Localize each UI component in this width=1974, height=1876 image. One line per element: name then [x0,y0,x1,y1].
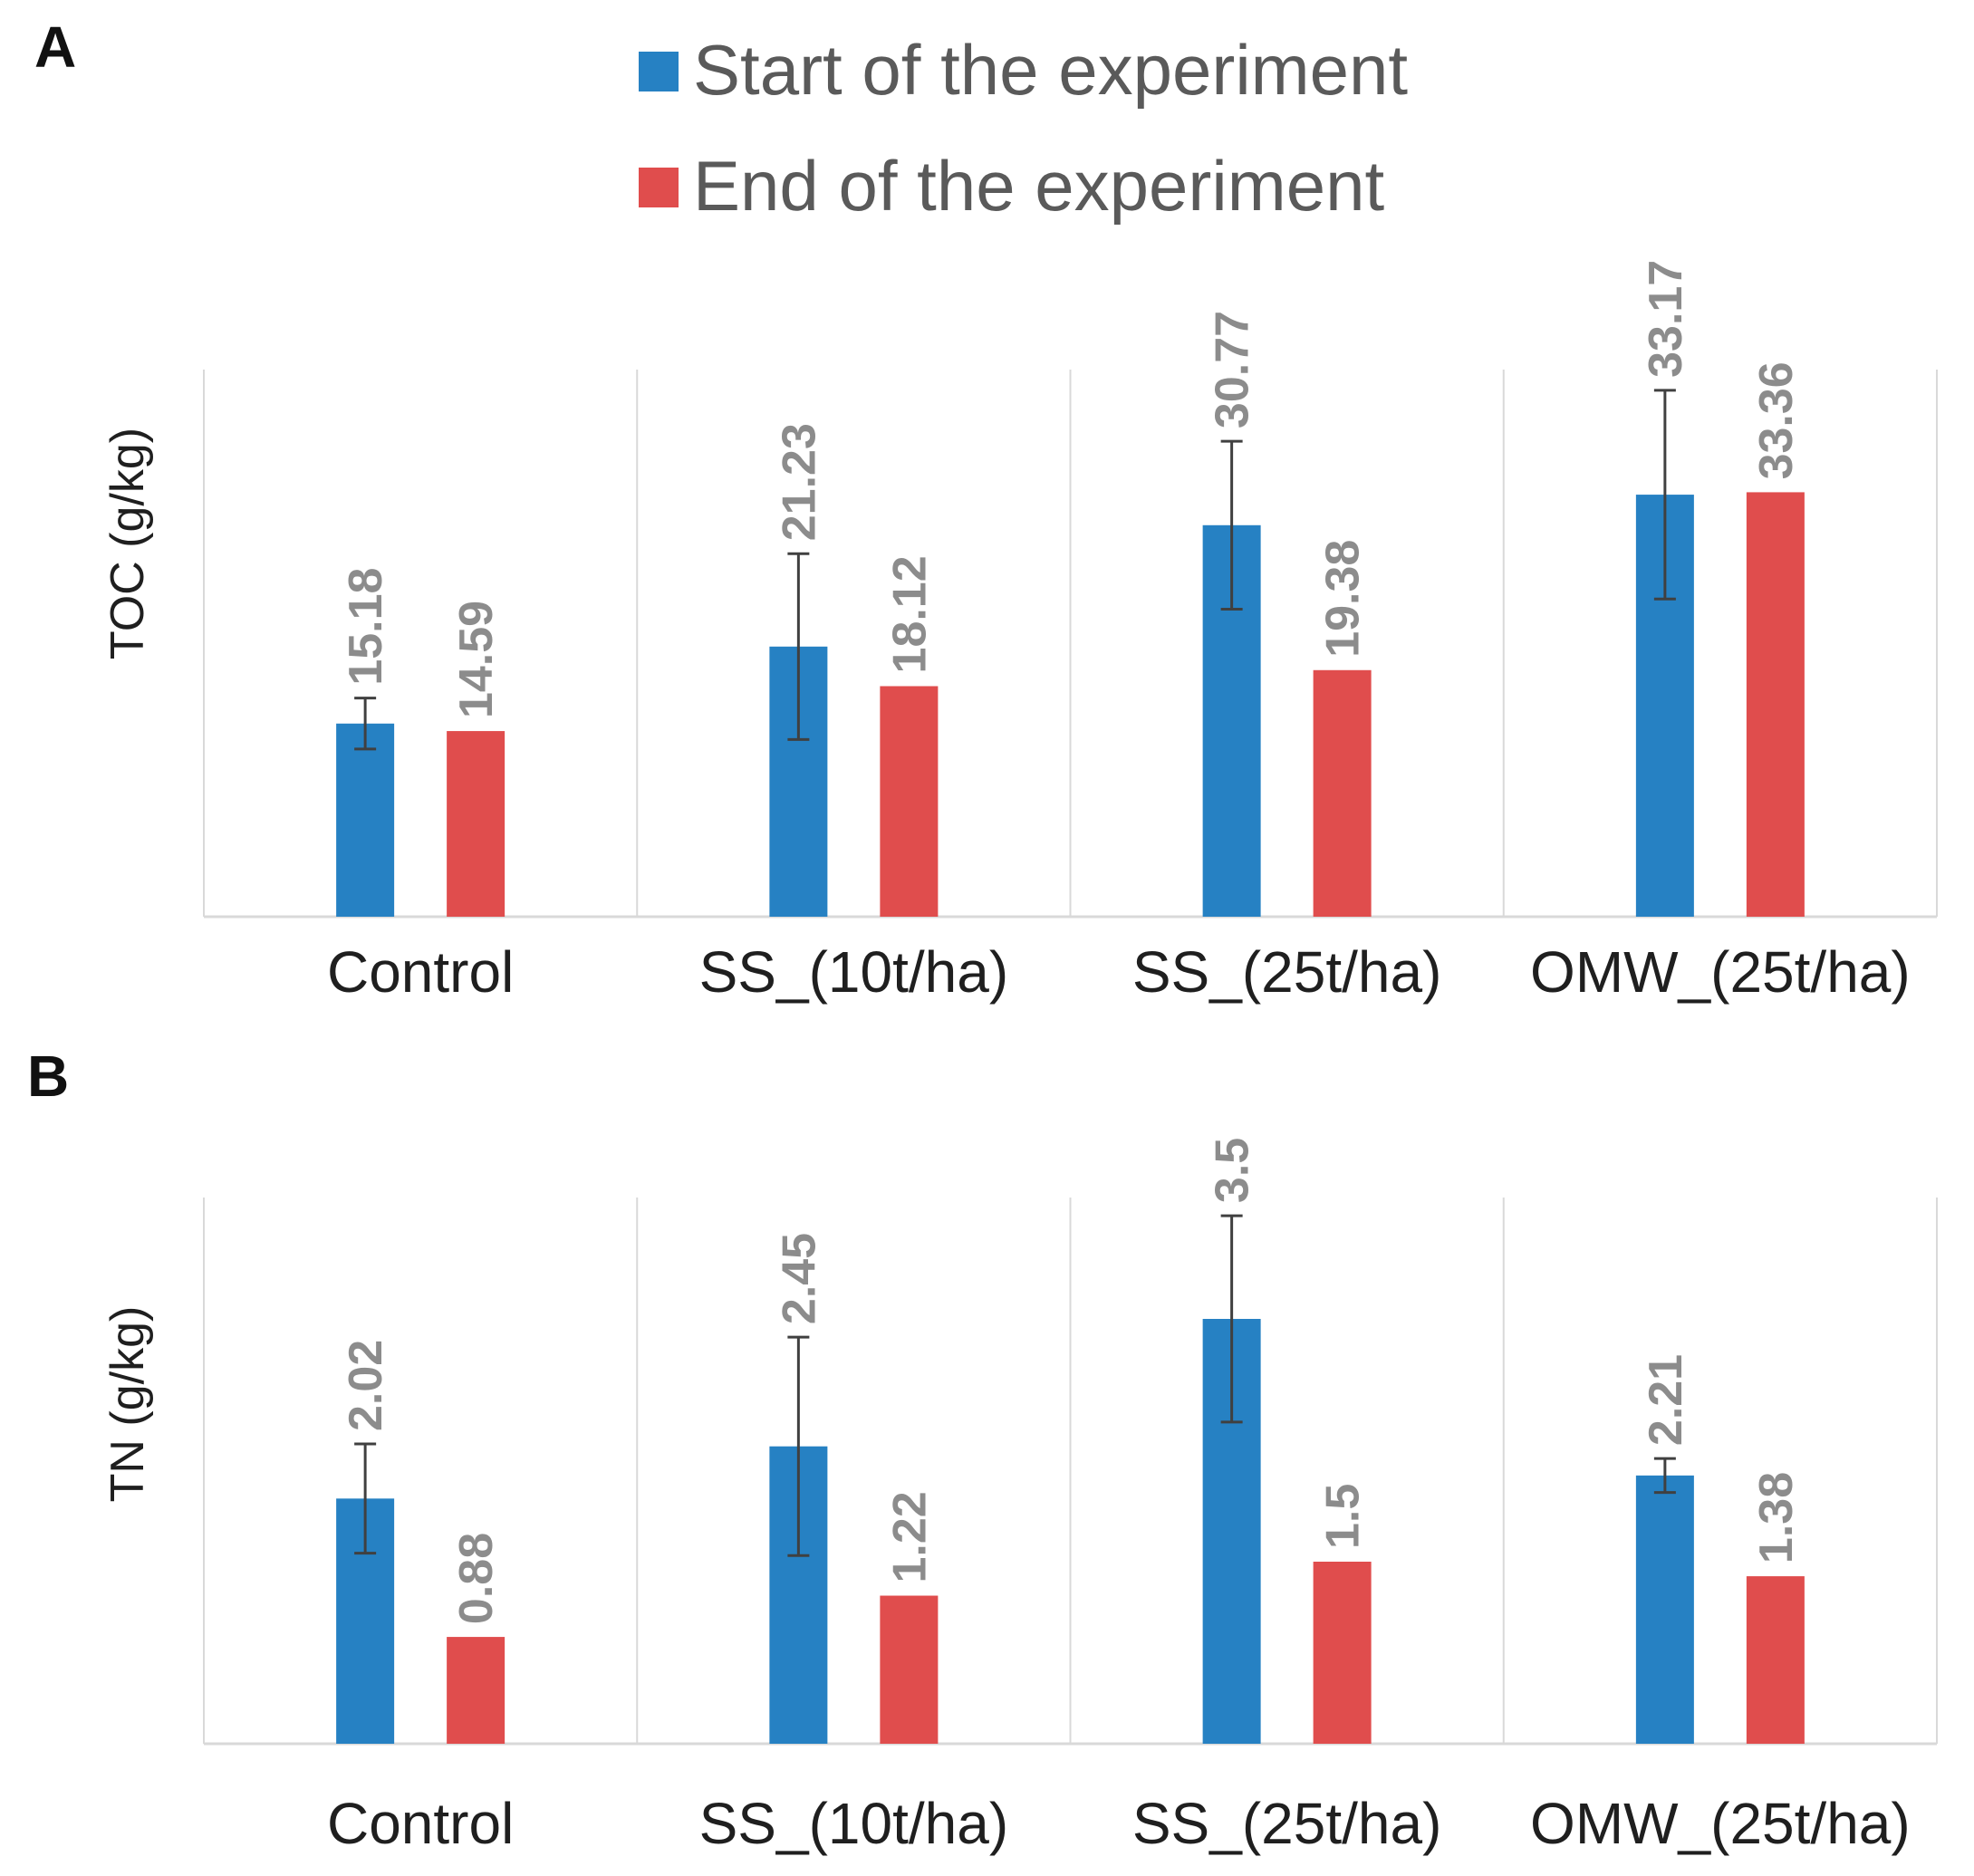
bar-end [447,731,506,917]
legend-label-start: Start of the experiment [693,30,1408,110]
panel-a-ylabel: TOC (g/kg) [101,428,154,659]
data-label-a: 33.17 [1640,260,1692,378]
bar-end [880,1595,939,1744]
panel-a-chart: A TOC (g/kg) Control 15.18 14.59 SS_(10t/ha… [34,14,1938,1005]
category-label: Control [327,939,514,1005]
panel-a-letter: A [34,14,76,80]
category-label: OMW_(25t/ha) [1530,939,1911,1005]
bar-end [1313,669,1372,917]
data-label-a: 15.18 [340,568,392,686]
data-label-b: 1.22 [883,1491,936,1583]
data-label-b: 1.5 [1317,1484,1370,1549]
legend: Start of the experiment End of the exper… [639,30,1408,226]
category-label: SS_(10t/ha) [699,1791,1009,1856]
data-label-b: 1.38 [1750,1472,1803,1563]
legend-swatch-end [639,168,679,207]
panel-b-chart: B TN (g/kg) Control 2.02 0.88 SS_(10t/ha) 2.… [27,1044,1938,1856]
category-label: Control [327,1791,514,1856]
data-label-a: 21.23 [773,423,825,541]
data-label-a: 33.36 [1750,361,1803,479]
data-label-a: 30.77 [1207,311,1259,428]
data-label-b: 0.88 [450,1533,503,1624]
bar-end [1746,1576,1805,1744]
category-label: SS_(25t/ha) [1132,939,1442,1005]
category-label: SS_(25t/ha) [1132,1791,1442,1856]
bar-start [336,723,395,917]
data-label-b: 3.5 [1207,1138,1259,1203]
legend-label-end: End of the experiment [693,146,1384,226]
panel-b-letter: B [27,1044,69,1109]
bar-end [447,1637,506,1744]
category-label: SS_(10t/ha) [699,939,1009,1005]
data-label-a: 14.59 [450,601,503,718]
data-label-a: 18.12 [883,555,936,673]
bar-start [1635,1475,1694,1744]
data-label-b: 2.45 [773,1233,825,1324]
legend-swatch-start [639,52,679,91]
data-label-b: 2.21 [1640,1354,1692,1446]
data-label-b: 2.02 [340,1340,392,1431]
panel-b-ylabel: TN (g/kg) [101,1306,154,1503]
bar-end [1746,492,1805,917]
data-label-a: 19.38 [1317,540,1370,658]
bar-end [1313,1562,1372,1744]
bar-end [880,686,939,917]
category-label: OMW_(25t/ha) [1530,1791,1911,1856]
